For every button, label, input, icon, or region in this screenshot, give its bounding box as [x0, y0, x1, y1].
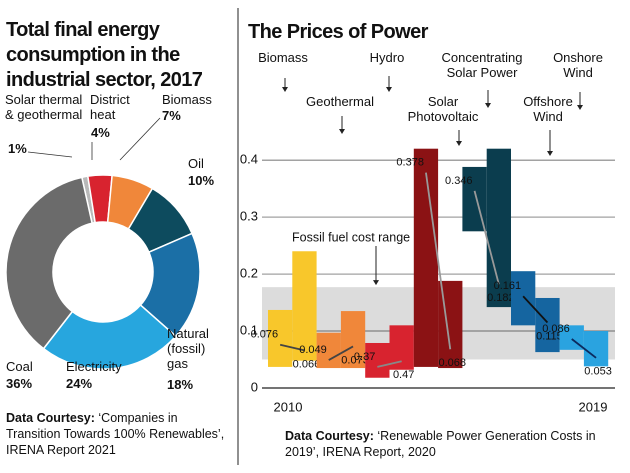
technology-label: Biomass: [258, 50, 308, 65]
average-label: 0.086: [542, 323, 570, 335]
average-label: 0.378: [396, 157, 424, 169]
leader-line: [27, 151, 73, 158]
average-label: 0.47: [393, 369, 414, 381]
range-box: [316, 332, 341, 369]
source-label: Data Courtesy:: [285, 429, 374, 443]
range-source: Data Courtesy: ‘Renewable Power Generati…: [285, 428, 620, 460]
average-label: 0.053: [584, 366, 612, 378]
average-line: [571, 338, 597, 359]
donut-value-label: 10%: [188, 173, 215, 188]
y-tick-label: 0.1: [240, 322, 258, 337]
average-label: 0.068: [438, 357, 466, 369]
arrow-head: [282, 87, 288, 92]
average-line: [377, 360, 402, 368]
source-text: ‘Companies in Transition Towards 100% Re…: [6, 411, 225, 457]
range-box: [413, 148, 439, 367]
technology-label: Concentrating Solar Power: [441, 50, 523, 80]
source-text: ‘Renewable Power Generation Costs in 201…: [285, 429, 596, 459]
donut-label: Natural (fossil) gas: [167, 326, 209, 371]
donut-label: Electricity: [66, 359, 122, 374]
arrow-head: [485, 103, 491, 108]
x-label: 2010: [274, 399, 303, 414]
donut-label: Oil: [188, 156, 204, 171]
average-label: 0.115: [536, 330, 563, 342]
average-line: [328, 345, 354, 361]
average-line: [473, 190, 500, 285]
y-tick-label: 0.4: [240, 152, 258, 167]
donut-value-label: 24%: [66, 376, 93, 391]
average-label: 0.37: [354, 351, 375, 363]
average-line: [522, 295, 549, 324]
donut-label: Biomass: [162, 92, 212, 107]
arrow-head: [577, 105, 583, 110]
donut-value-label: 4%: [91, 125, 110, 140]
donut-label: Coal: [6, 359, 33, 374]
source-label: Data Courtesy:: [6, 411, 95, 425]
technology-label: Geothermal: [306, 94, 374, 109]
donut-value-label: 18%: [167, 377, 194, 392]
average-label: 0.182: [487, 292, 515, 304]
donut-label: Solar thermal & geothermal: [5, 92, 83, 122]
donut-slice: [5, 176, 93, 350]
range-box: [511, 271, 536, 326]
arrow-head: [547, 151, 553, 156]
arrow-head: [386, 87, 392, 92]
arrow-head: [456, 141, 462, 146]
technology-label: Onshore Wind: [553, 50, 603, 80]
range-box: [583, 331, 609, 367]
range-box: [365, 342, 390, 378]
average-label: 0.346: [445, 175, 473, 187]
donut-slice: [42, 304, 177, 370]
range-box: [292, 251, 317, 361]
average-label: 0.066: [293, 358, 321, 370]
y-tick-label: 0.2: [240, 265, 258, 280]
technology-label: Solar Photovoltaic: [407, 94, 479, 124]
band-label: Fossil fuel cost range: [292, 230, 410, 244]
donut-value-label: 7%: [162, 108, 181, 123]
arrow-head: [373, 280, 379, 286]
donut-value-label: 36%: [6, 376, 33, 391]
technology-label: Offshore Wind: [523, 94, 573, 124]
average-label: 0.076: [251, 329, 279, 341]
donut-title: Total final energy consumption in the in…: [6, 19, 203, 91]
range-box: [486, 148, 511, 308]
donut-value-label: 1%: [8, 141, 27, 156]
y-tick-label: 0: [251, 379, 258, 394]
average-label: 0.073: [341, 354, 369, 366]
average-label: 0.049: [299, 344, 327, 356]
range-box: [535, 297, 560, 353]
range-box: [268, 309, 293, 367]
technology-label: Hydro: [369, 50, 405, 65]
average-line: [279, 343, 305, 352]
range-title: The Prices of Power: [248, 21, 428, 43]
y-tick-label: 0.3: [240, 209, 258, 224]
donut-label: District heat: [90, 92, 130, 122]
donut-source: Data Courtesy: ‘Companies in Transition …: [6, 410, 234, 458]
leader-line: [119, 117, 161, 161]
average-label: 0.161: [494, 280, 522, 292]
arrow-head: [339, 129, 345, 134]
x-label: 2019: [579, 399, 608, 414]
range-box: [340, 311, 366, 369]
average-line: [425, 172, 452, 350]
